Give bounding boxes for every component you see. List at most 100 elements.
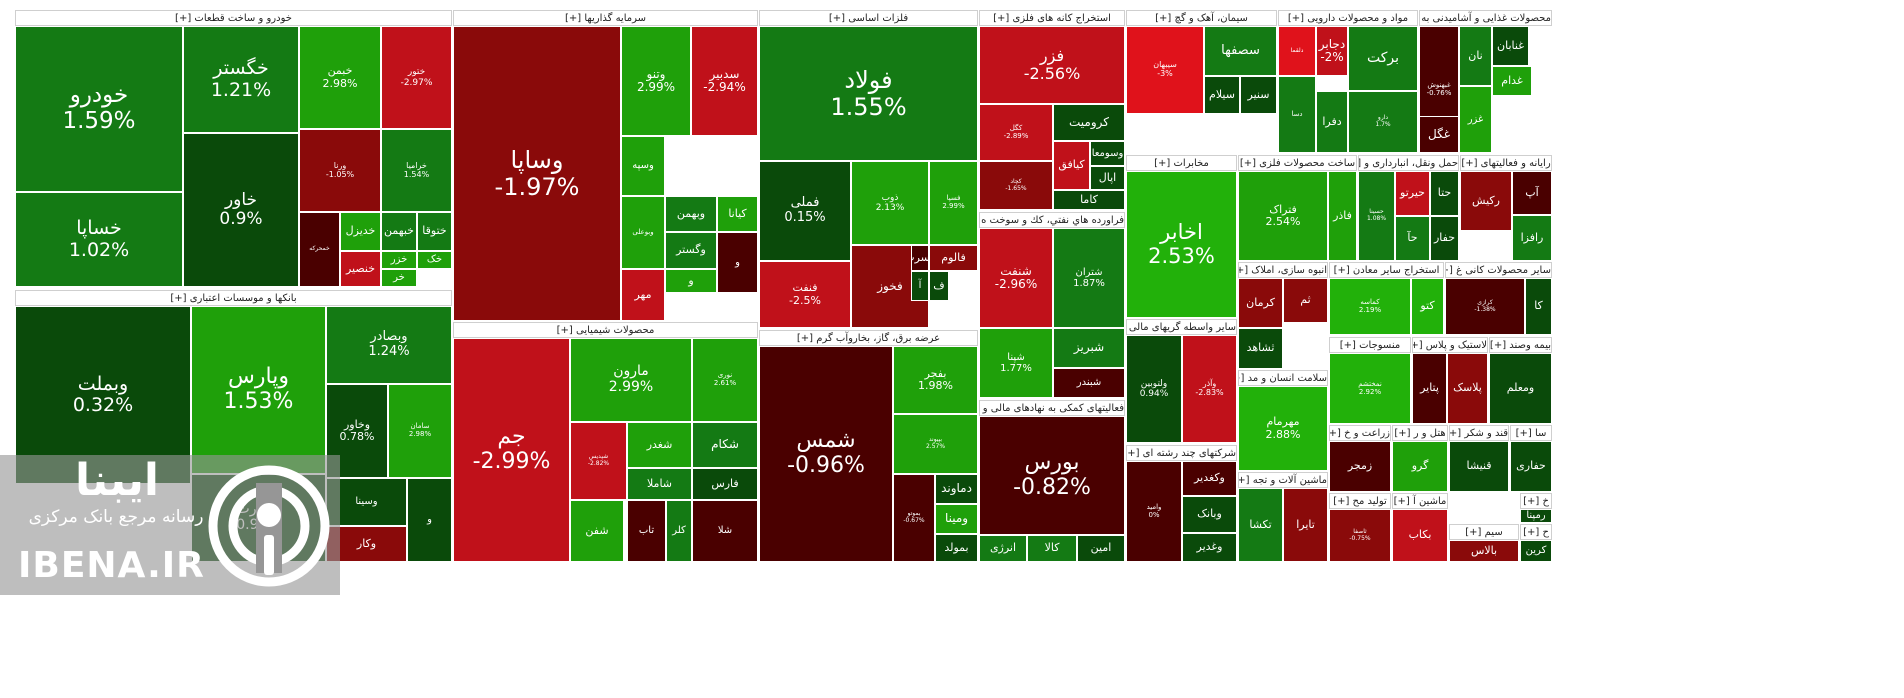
stock-tile[interactable]: سنیر	[1240, 76, 1277, 114]
stock-tile[interactable]: پتایر	[1412, 353, 1447, 424]
stock-tile[interactable]: خساپا 1.02%	[15, 192, 183, 287]
stock-tile[interactable]: ثشاهد	[1238, 328, 1283, 369]
stock-tile[interactable]: رکیش	[1460, 171, 1512, 231]
stock-tile[interactable]: وسومعا	[1090, 141, 1125, 166]
stock-tile[interactable]: تکشا	[1238, 488, 1283, 562]
stock-tile[interactable]: وتنو 2.99%	[621, 26, 691, 136]
stock-tile[interactable]: سدبیر -2.94%	[691, 26, 758, 136]
stock-tile[interactable]: ومعلم	[1489, 353, 1552, 424]
stock-tile[interactable]: حتا	[1430, 171, 1459, 216]
stock-tile[interactable]: وآذر -2.83%	[1182, 335, 1237, 443]
stock-tile[interactable]: نان	[1459, 26, 1492, 86]
stock-tile[interactable]: و	[407, 478, 452, 562]
sector-title[interactable]: فراورده هاي نفتي، كك و سوخت ه [+]	[979, 212, 1125, 228]
stock-tile[interactable]: غزر	[1459, 86, 1492, 153]
stock-tile[interactable]: سیبهان -3%	[1126, 26, 1204, 114]
stock-tile[interactable]: خک	[417, 251, 452, 269]
stock-tile[interactable]: خگستر 1.21%	[183, 26, 299, 133]
stock-tile[interactable]: خبهمن	[381, 212, 417, 251]
stock-tile[interactable]: اخابر 2.53%	[1126, 171, 1237, 318]
stock-tile[interactable]: بورس -0.82%	[979, 416, 1125, 535]
stock-tile[interactable]: زمجر	[1329, 441, 1391, 492]
stock-tile[interactable]: شکام	[692, 422, 758, 468]
sector-title[interactable]: بیمه وصند [+]	[1489, 337, 1552, 353]
stock-tile[interactable]: مارون 2.99%	[570, 338, 692, 422]
stock-tile[interactable]: دسا	[1278, 76, 1316, 153]
stock-tile[interactable]: غدام	[1492, 66, 1532, 96]
stock-tile[interactable]: دجابر -2%	[1316, 26, 1348, 76]
sector-title[interactable]: مخابرات [+]	[1126, 155, 1237, 171]
stock-tile[interactable]: ولتوبین 0.94%	[1126, 335, 1182, 443]
sector-title[interactable]: محصولات شیمیایی [+]	[453, 322, 758, 338]
stock-tile[interactable]: فزر -2.56%	[979, 26, 1125, 104]
stock-tile[interactable]: کماسه 2.19%	[1329, 278, 1411, 335]
stock-tile[interactable]: شپنا 1.77%	[979, 328, 1053, 398]
stock-tile[interactable]: خاور 0.9%	[183, 133, 299, 287]
sector-title[interactable]: فلزات اساسی [+]	[759, 10, 978, 26]
stock-tile[interactable]: کا	[1525, 278, 1552, 335]
stock-tile[interactable]: شفن	[570, 500, 624, 562]
sector-title[interactable]: ماشین آلات و تجه [+]	[1238, 472, 1328, 488]
stock-tile[interactable]: اپال	[1090, 166, 1125, 190]
stock-tile[interactable]: شبندر	[1053, 368, 1125, 398]
sector-title[interactable]: فعالیتهای کمکی به نهادهای مالی و [+]	[979, 400, 1125, 416]
stock-tile[interactable]: شمس -0.96%	[759, 346, 893, 562]
stock-tile[interactable]: کلر	[666, 500, 692, 562]
stock-tile[interactable]: ثاصفا -0.75%	[1329, 509, 1391, 562]
stock-tile[interactable]: کرمان	[1238, 278, 1283, 328]
stock-tile[interactable]: ختوقا	[417, 212, 452, 251]
sector-title[interactable]: هتل و ر [+]	[1392, 425, 1448, 441]
stock-tile[interactable]: فسرب	[911, 245, 929, 271]
stock-tile[interactable]: خرامیا 1.54%	[381, 129, 452, 212]
stock-tile[interactable]: و	[665, 269, 717, 293]
sector-title[interactable]: حمل ونقل، انبارداری و [+]	[1358, 155, 1459, 171]
stock-tile[interactable]: شپدیس -2.82%	[570, 422, 627, 500]
stock-tile[interactable]: خبمن 2.98%	[299, 26, 381, 129]
stock-tile[interactable]: وبانک	[1182, 496, 1237, 533]
stock-tile[interactable]: فسپا 2.99%	[929, 161, 978, 245]
sector-title[interactable]: سیم [+]	[1449, 524, 1519, 540]
sector-title[interactable]: ماشین آ [+]	[1392, 493, 1448, 509]
sector-title[interactable]: بانکها و موسسات اعتباری [+]	[15, 290, 452, 306]
sector-title[interactable]: سیمان، آهک و گچ [+]	[1126, 10, 1277, 26]
sector-title[interactable]: قند و شکر [+]	[1449, 425, 1509, 441]
sector-title[interactable]: خودرو و ساخت قطعات [+]	[15, 10, 452, 26]
stock-tile[interactable]: حفاری	[1510, 441, 1552, 492]
stock-tile[interactable]: کالا	[1027, 535, 1077, 562]
stock-tile[interactable]: وکغدیر	[1182, 461, 1237, 496]
stock-tile[interactable]: حسینا 1.08%	[1358, 171, 1395, 261]
sector-title[interactable]: زراعت و خ [+]	[1329, 425, 1391, 441]
stock-tile[interactable]: بکاب	[1392, 509, 1448, 562]
stock-tile[interactable]: بالاس	[1449, 540, 1519, 562]
stock-tile[interactable]: امین	[1077, 535, 1125, 562]
sector-title[interactable]: مواد و محصولات دارویی [+]	[1278, 10, 1418, 26]
sector-title[interactable]: سایر واسطه گریهای مالی [+]	[1126, 319, 1237, 335]
sector-title[interactable]: شرکتهای چند رشته ای [+]	[1126, 445, 1237, 461]
stock-tile[interactable]: کرین	[1520, 540, 1552, 562]
stock-tile[interactable]: کرومیت	[1053, 104, 1125, 141]
stock-tile[interactable]: وپارس 1.53%	[191, 306, 326, 474]
stock-tile[interactable]: کتو	[1411, 278, 1444, 335]
sector-title[interactable]: محصولات غذایی و آشامیدنی به [+]	[1419, 10, 1552, 26]
stock-tile[interactable]: وسپه	[621, 136, 665, 196]
stock-tile[interactable]: خودرو 1.59%	[15, 26, 183, 192]
stock-tile[interactable]: رمپنا	[1520, 509, 1552, 523]
stock-tile[interactable]: کگل -2.89%	[979, 104, 1053, 161]
stock-tile[interactable]: و	[717, 232, 758, 293]
stock-tile[interactable]: وگستر	[665, 232, 717, 269]
sector-title[interactable]: تولید مح [+]	[1329, 493, 1391, 509]
stock-tile[interactable]: بپیوند 2.57%	[893, 414, 978, 474]
stock-tile[interactable]: دفرا	[1316, 91, 1348, 153]
stock-tile[interactable]: سیلام	[1204, 76, 1240, 114]
stock-tile[interactable]: شلا	[692, 500, 758, 562]
stock-tile[interactable]: وبوعلی	[621, 196, 665, 269]
stock-tile[interactable]: حیرتو	[1395, 171, 1430, 216]
sector-title[interactable]: لاستیک و پلاس [+]	[1412, 337, 1488, 353]
stock-tile[interactable]: کچاد -1.65%	[979, 161, 1053, 210]
stock-tile[interactable]: ف	[929, 271, 949, 301]
stock-tile[interactable]: شتران 1.87%	[1053, 228, 1125, 328]
stock-tile[interactable]: دارو 1.7%	[1348, 91, 1418, 153]
stock-tile[interactable]: فارس	[692, 468, 758, 500]
stock-tile[interactable]: بفجر 1.98%	[893, 346, 978, 414]
stock-tile[interactable]: وغدیر	[1182, 533, 1237, 562]
